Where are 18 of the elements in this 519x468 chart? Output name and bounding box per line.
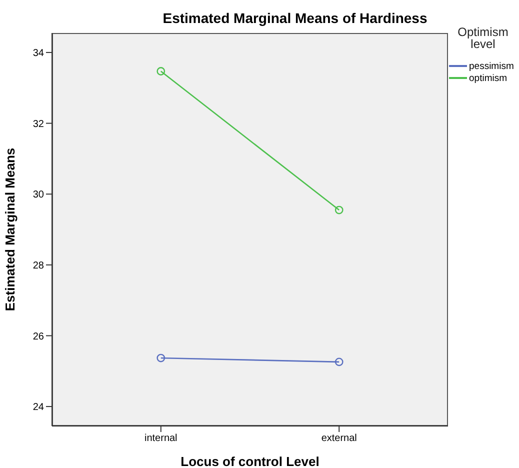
y-tick-label: 26	[32, 331, 44, 342]
y-tick-label: 30	[32, 190, 44, 201]
x-tick-label: internal	[144, 433, 178, 444]
y-tick-label: 32	[32, 118, 44, 130]
x-tick-label: external	[321, 433, 357, 444]
legend-label: pessimism	[469, 60, 514, 72]
chart-title: Estimated Marginal Means of Hardiness	[162, 10, 428, 26]
point	[334, 358, 344, 366]
y-axis-title: Estimated Marginal Means	[2, 148, 18, 312]
point	[156, 354, 166, 362]
y-tick-label: 24	[32, 402, 44, 414]
legend-title: Optimism level	[456, 25, 510, 51]
y-tick-label: 28	[32, 260, 44, 272]
x-axis-title: Locus of control Level	[180, 454, 320, 468]
point	[156, 67, 166, 76]
point	[334, 206, 344, 214]
legend-label: optimism	[469, 72, 508, 84]
y-tick-label: 34	[32, 48, 44, 60]
